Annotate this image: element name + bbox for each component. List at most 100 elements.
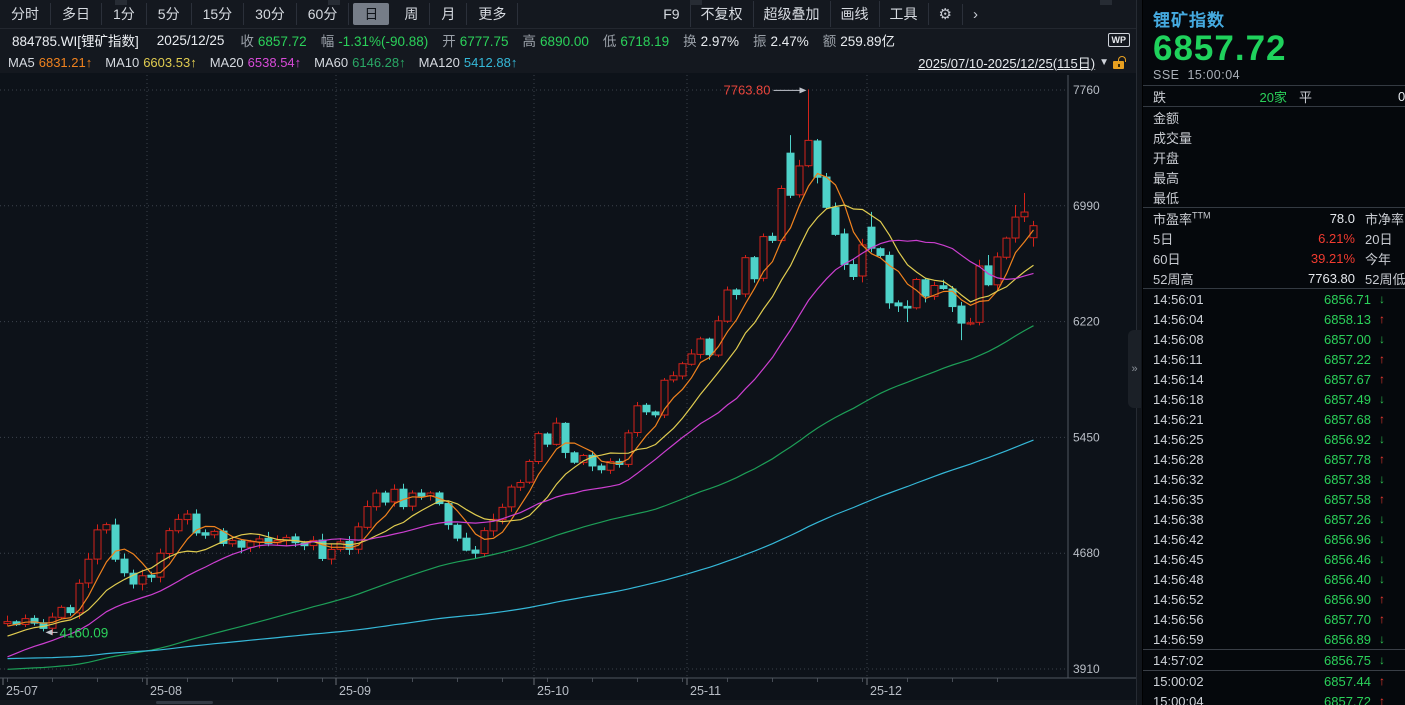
ma-line-MA5 <box>7 172 1034 627</box>
last-price: 6857.72 <box>1153 29 1287 68</box>
tick-up-arrow-icon: ↑ <box>1379 612 1385 626</box>
tick-time: 14:56:25 <box>1153 431 1204 447</box>
stat-row-最低: 最低 <box>1141 187 1405 207</box>
tick-row: 14:56:59 6856.89 ↓ <box>1141 629 1405 649</box>
tab-5分[interactable]: 5分 <box>147 3 192 25</box>
unchanged-count: 0 <box>1398 88 1405 104</box>
gear-icon[interactable]: ⚙ <box>927 3 962 25</box>
tab-1分[interactable]: 1分 <box>102 3 147 25</box>
tick-price: 6857.67 <box>1324 371 1371 387</box>
tick-down-arrow-icon: ↓ <box>1379 572 1385 586</box>
tick-list[interactable]: 14:56:01 6856.71 ↓ 14:56:04 6858.13 ↑ 14:56:08… <box>1141 289 1405 705</box>
field-label: 低 <box>602 34 617 49</box>
tab-分时[interactable]: 分时 <box>0 3 51 25</box>
tab-多日[interactable]: 多日 <box>51 3 102 25</box>
date-range-selector[interactable]: 2025/07/10-2025/12/25(115日) <box>918 55 1096 71</box>
ratio-label: 60日 <box>1153 251 1181 267</box>
toolbar-button-不复权[interactable]: 不复权 <box>689 1 753 27</box>
tick-price: 6857.58 <box>1324 491 1371 507</box>
tick-price: 6857.26 <box>1324 511 1371 527</box>
quote-summary-row: 884785.WI[锂矿指数] 2025/12/25 收 6857.72 幅 -1.3… <box>0 29 1136 51</box>
scrollbar-thumb[interactable] <box>156 701 213 704</box>
tick-time: 14:56:52 <box>1153 591 1204 607</box>
tick-up-arrow-icon: ↑ <box>1379 372 1385 386</box>
tick-row: 14:56:21 6857.68 ↑ <box>1141 409 1405 429</box>
wp-monitor-icon[interactable]: WP <box>1107 33 1130 47</box>
svg-text:25-07: 25-07 <box>6 684 38 698</box>
tick-price: 6857.49 <box>1324 391 1371 407</box>
ma-label: MA20 <box>209 54 244 70</box>
pane-divider-notch <box>1100 0 1112 5</box>
field-value: 6890.00 <box>540 34 589 49</box>
tick-up-arrow-icon: ↑ <box>1379 412 1385 426</box>
panel-header: 锂矿指数 6857.72 SSE 15:00:04 <box>1141 0 1405 82</box>
tick-down-arrow-icon: ↓ <box>1379 332 1385 346</box>
tick-price: 6857.70 <box>1324 611 1371 627</box>
stat-row-最高: 最高 <box>1141 167 1405 187</box>
candlestick-chart[interactable]: 7760 6990 6220 5450 4680 3910 25-07 25-08 25-09 2… <box>0 0 1136 705</box>
svg-text:6220: 6220 <box>1073 315 1100 329</box>
toolbar-button-F9[interactable]: F9 <box>663 6 680 22</box>
toolbar-button-工具[interactable]: 工具 <box>878 1 928 27</box>
quote-field-收: 收 6857.72 <box>240 30 306 50</box>
period-tabs: 分时 多日 1分 5分 15分 30分 60分日周月更多 <box>0 0 519 28</box>
quote-field-幅: 幅 -1.31%(-90.88) <box>321 30 429 50</box>
svg-text:4680: 4680 <box>1073 546 1100 560</box>
tab-月[interactable]: 月 <box>430 3 468 25</box>
tick-time: 14:56:08 <box>1153 331 1204 347</box>
tick-price: 6856.96 <box>1324 531 1371 547</box>
tick-down-arrow-icon: ↓ <box>1379 512 1385 526</box>
tick-row: 15:00:04 6857.72 ↑ <box>1141 691 1405 705</box>
tick-down-arrow-icon: ↓ <box>1379 432 1385 446</box>
tick-time: 14:56:14 <box>1153 371 1204 387</box>
tick-price: 6856.90 <box>1324 591 1371 607</box>
tick-row: 14:56:42 6856.96 ↓ <box>1141 529 1405 549</box>
field-value: -1.31%(-90.88) <box>338 34 429 49</box>
ma-line-MA10 <box>7 204 1034 637</box>
tick-down-arrow-icon: ↓ <box>1379 653 1385 667</box>
ratio-label: 5日 <box>1153 231 1174 247</box>
tick-row: 14:56:56 6857.70 ↑ <box>1141 609 1405 629</box>
ma-line-MA60 <box>7 325 1034 670</box>
tick-price: 6857.38 <box>1324 471 1371 487</box>
chart-toolbar: 分时 多日 1分 5分 15分 30分 60分日周月更多 F9 不复权 超级叠加 画线 工具 ⚙ › 8… <box>0 0 1136 73</box>
tick-time: 14:56:28 <box>1153 451 1204 467</box>
ma-label: MA60 <box>314 54 349 70</box>
index-name: 锂矿指数 <box>1153 11 1225 30</box>
decliners-label: 跌 <box>1153 89 1167 105</box>
tab-周[interactable]: 周 <box>393 3 431 25</box>
quote-field-额: 额 259.89亿 <box>823 30 895 50</box>
pane-divider-notch <box>115 0 127 5</box>
tick-row: 14:56:48 6856.40 ↓ <box>1141 569 1405 589</box>
quote-field-换: 换 2.97% <box>683 30 739 50</box>
tick-up-arrow-icon: ↑ <box>1379 452 1385 466</box>
horizontal-scrollbar[interactable] <box>0 700 1136 705</box>
field-value: 6718.19 <box>620 34 670 49</box>
exchange-time: SSE 15:00:04 <box>1153 68 1405 82</box>
tick-price: 6857.00 <box>1324 331 1371 347</box>
tab-60分[interactable]: 60分 <box>297 3 350 25</box>
decliners-count: 20家 <box>1259 89 1287 105</box>
chevron-down-icon[interactable]: ▼ <box>1099 56 1109 68</box>
candles <box>3 89 1038 635</box>
ma-value: 6538.54↑ <box>247 54 302 70</box>
toolbar-button-超级叠加[interactable]: 超级叠加 <box>752 1 830 27</box>
toolbar-button-画线[interactable]: 画线 <box>829 1 879 27</box>
pane-divider-notch <box>690 0 702 5</box>
tick-time: 14:56:59 <box>1153 631 1204 647</box>
tick-time: 14:56:45 <box>1153 551 1204 567</box>
chevron-right-icon[interactable]: › <box>962 3 988 25</box>
ratio-row-60日: 60日 39.21% 今年 <box>1141 248 1405 268</box>
panel-collapse-handle[interactable]: » <box>1128 330 1141 408</box>
tick-time: 14:56:01 <box>1153 291 1204 307</box>
tab-更多[interactable]: 更多 <box>467 3 519 25</box>
tab-15分[interactable]: 15分 <box>192 3 245 25</box>
ratio-label-2: 市净率 <box>1365 211 1405 227</box>
quote-field-高: 高 6890.00 <box>523 30 589 50</box>
tick-down-arrow-icon: ↓ <box>1379 632 1385 646</box>
ratio-label: 52周高 <box>1153 271 1194 287</box>
tab-日[interactable]: 日 <box>353 3 390 25</box>
tab-30分[interactable]: 30分 <box>244 3 297 25</box>
unlock-icon[interactable] <box>1113 55 1126 69</box>
tick-price: 6857.44 <box>1324 673 1371 689</box>
